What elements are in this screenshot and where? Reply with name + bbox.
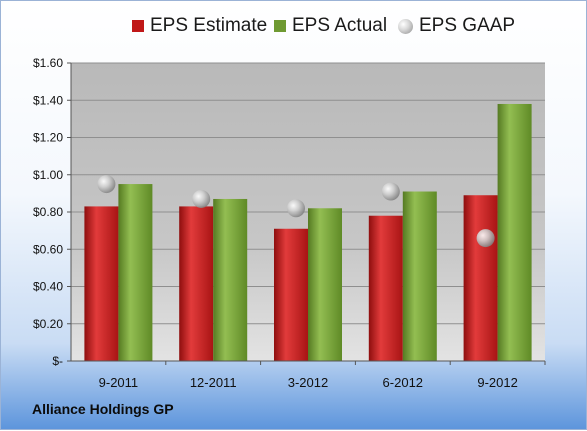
legend-swatch-estimate: [132, 20, 144, 32]
x-tick-label: 3-2012: [288, 375, 328, 390]
y-tick-label: $0.40: [33, 280, 63, 294]
y-tick-label: $0.80: [33, 205, 63, 219]
legend: EPS Estimate EPS Actual EPS GAAP: [1, 15, 587, 45]
x-tick-label: 12-2011: [190, 375, 237, 390]
x-tick-label: 6-2012: [383, 375, 423, 390]
bar-eps-estimate: [368, 215, 403, 361]
x-tick-label: 9-2012: [477, 375, 517, 390]
y-tick-label: $0.60: [33, 242, 63, 256]
point-eps-gaap: [476, 229, 495, 248]
point-eps-gaap: [381, 182, 400, 201]
point-eps-gaap: [192, 189, 211, 208]
point-eps-gaap: [97, 175, 116, 194]
y-tick-label: $1.60: [33, 56, 63, 70]
y-tick-label: $1.20: [33, 131, 63, 145]
legend-label-estimate: EPS Estimate: [150, 15, 268, 36]
legend-swatch-actual: [274, 20, 286, 32]
y-tick-label: $-: [52, 354, 63, 368]
bar-eps-estimate: [463, 195, 498, 361]
bar-eps-actual: [308, 208, 342, 361]
y-tick-label: $0.20: [33, 317, 63, 331]
company-name: Alliance Holdings GP: [32, 401, 174, 417]
legend-swatch-gaap: [398, 18, 413, 34]
bar-eps-estimate: [179, 206, 214, 361]
y-tick-label: $1.40: [33, 93, 63, 107]
y-tick-label: $1.00: [33, 168, 63, 182]
bar-eps-estimate: [84, 206, 119, 361]
legend-item-eps-estimate: EPS Estimate: [132, 15, 267, 37]
bar-eps-actual: [402, 191, 437, 361]
bar-eps-actual: [213, 198, 248, 361]
legend-item-eps-gaap: EPS GAAP: [398, 15, 515, 37]
legend-label-actual: EPS Actual: [292, 15, 388, 36]
legend-label-gaap: EPS GAAP: [419, 15, 516, 36]
x-tick-label: 9-2011: [99, 375, 139, 390]
legend-item-eps-actual: EPS Actual: [274, 15, 387, 37]
bar-eps-estimate: [274, 228, 308, 361]
bar-eps-actual: [497, 103, 532, 361]
bar-eps-actual: [118, 184, 153, 361]
point-eps-gaap: [287, 199, 305, 218]
